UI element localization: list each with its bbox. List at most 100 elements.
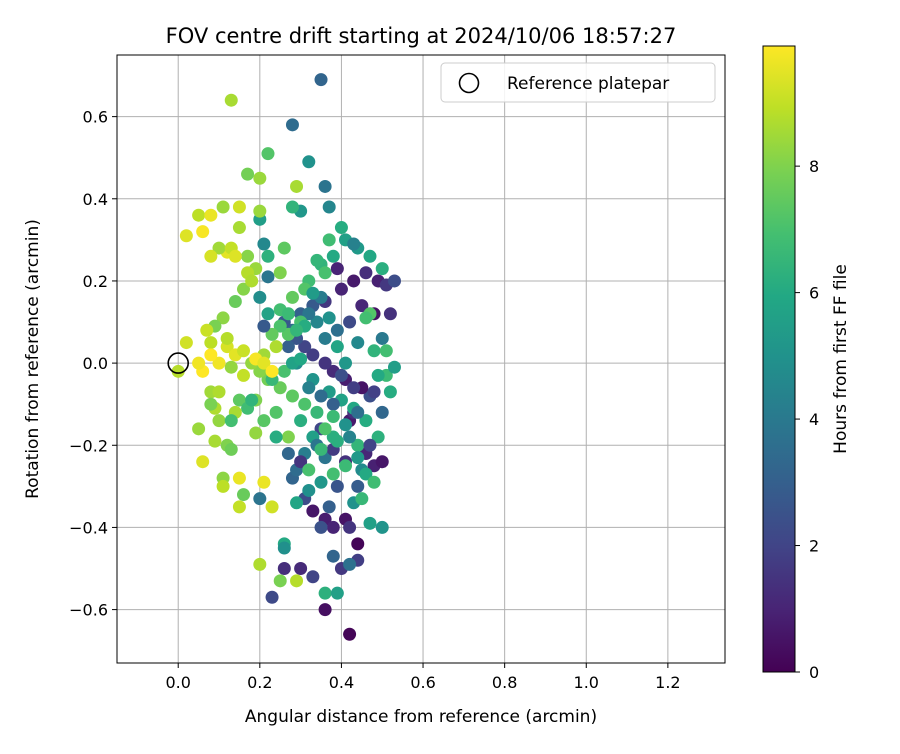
y-tick-label: 0.6 bbox=[83, 108, 108, 127]
data-point bbox=[330, 434, 344, 448]
data-point bbox=[322, 500, 336, 514]
data-point bbox=[367, 385, 381, 399]
data-point bbox=[277, 241, 291, 255]
data-point bbox=[257, 475, 271, 489]
data-point bbox=[339, 459, 353, 473]
data-point bbox=[196, 225, 210, 239]
data-point bbox=[204, 249, 218, 263]
data-point bbox=[314, 520, 328, 534]
data-point bbox=[343, 557, 357, 571]
data-point bbox=[383, 307, 397, 321]
data-point bbox=[212, 385, 226, 399]
data-point bbox=[334, 368, 348, 382]
data-points bbox=[167, 73, 401, 641]
data-point bbox=[302, 483, 316, 497]
colorbar-tick-label: 6 bbox=[809, 284, 819, 303]
y-tick-label: 0.4 bbox=[83, 190, 108, 209]
data-point bbox=[212, 356, 226, 370]
data-point bbox=[355, 299, 369, 313]
data-point bbox=[241, 167, 255, 181]
data-point bbox=[212, 414, 226, 428]
y-axis-label: Rotation from reference (arcmin) bbox=[23, 219, 43, 499]
data-point bbox=[204, 397, 218, 411]
data-point bbox=[257, 414, 271, 428]
data-point bbox=[355, 492, 369, 506]
data-point bbox=[359, 266, 373, 280]
data-point bbox=[318, 179, 332, 193]
legend-reference-marker bbox=[458, 72, 480, 94]
data-point bbox=[367, 344, 381, 358]
x-axis-label: Angular distance from reference (arcmin) bbox=[245, 707, 597, 727]
data-point bbox=[273, 266, 287, 280]
y-axis-ticks: −0.6 −0.4 −0.2 0.0 0.2 0.4 0.6 bbox=[69, 108, 117, 620]
data-point bbox=[347, 274, 361, 288]
data-point bbox=[220, 331, 234, 345]
data-point bbox=[326, 397, 340, 411]
x-tick-label: 0.2 bbox=[247, 673, 272, 692]
y-tick-label: −0.6 bbox=[69, 601, 108, 620]
x-tick-label: 0.6 bbox=[410, 673, 435, 692]
data-point bbox=[351, 537, 365, 551]
y-tick-label: 0.0 bbox=[83, 354, 108, 373]
data-point bbox=[290, 323, 304, 337]
data-point bbox=[290, 179, 304, 193]
data-point bbox=[351, 405, 365, 419]
data-point bbox=[375, 331, 389, 345]
data-point bbox=[330, 323, 344, 337]
data-point bbox=[302, 381, 316, 395]
data-point bbox=[351, 479, 365, 493]
x-tick-label: 0.0 bbox=[165, 673, 190, 692]
data-point bbox=[224, 360, 238, 374]
data-point bbox=[318, 586, 332, 600]
data-point bbox=[196, 455, 210, 469]
data-point bbox=[371, 368, 385, 382]
data-point bbox=[232, 471, 246, 485]
data-point bbox=[375, 405, 389, 419]
data-point bbox=[253, 171, 267, 185]
data-point bbox=[330, 479, 344, 493]
colorbar-label: Hours from first FF file bbox=[831, 264, 851, 454]
data-point bbox=[347, 237, 361, 251]
data-point bbox=[379, 344, 393, 358]
data-point bbox=[343, 520, 357, 534]
data-point bbox=[318, 331, 332, 345]
data-point bbox=[387, 360, 401, 374]
data-point bbox=[343, 627, 357, 641]
data-point bbox=[253, 204, 267, 218]
data-point bbox=[192, 356, 206, 370]
data-point bbox=[285, 118, 299, 132]
data-point bbox=[326, 549, 340, 563]
data-point bbox=[261, 147, 275, 161]
data-point bbox=[302, 155, 316, 169]
data-point bbox=[371, 430, 385, 444]
data-point bbox=[216, 200, 230, 214]
data-point bbox=[265, 327, 279, 341]
data-point bbox=[290, 574, 304, 588]
data-point bbox=[281, 307, 295, 321]
reference-platepar-marker bbox=[167, 352, 190, 374]
y-tick-label: −0.2 bbox=[69, 436, 108, 455]
data-point bbox=[375, 262, 389, 276]
data-point bbox=[387, 274, 401, 288]
data-point bbox=[294, 562, 308, 576]
data-point bbox=[326, 249, 340, 263]
data-point bbox=[249, 426, 263, 440]
data-point bbox=[363, 438, 377, 452]
data-point bbox=[375, 520, 389, 534]
legend-box bbox=[440, 62, 716, 103]
data-point bbox=[330, 262, 344, 276]
data-point bbox=[281, 430, 295, 444]
data-point bbox=[318, 356, 332, 370]
data-point bbox=[269, 405, 283, 419]
data-point bbox=[285, 200, 299, 214]
data-point bbox=[314, 442, 328, 456]
data-point bbox=[347, 381, 361, 395]
data-point bbox=[216, 479, 230, 493]
x-tick-label: 0.8 bbox=[492, 673, 517, 692]
legend-reference-label: Reference platepar bbox=[507, 74, 669, 94]
data-point bbox=[326, 410, 340, 424]
data-point bbox=[322, 200, 336, 214]
colorbar-tick-label: 4 bbox=[809, 410, 819, 429]
legend: Reference platepar bbox=[440, 62, 716, 103]
